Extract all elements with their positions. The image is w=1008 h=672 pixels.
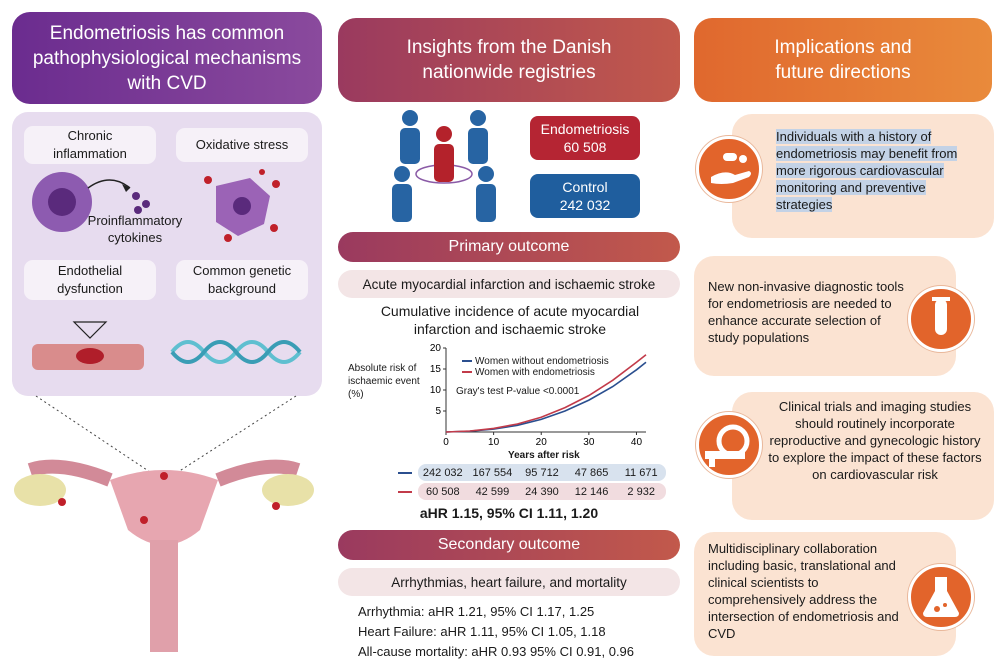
x-tick-label: 20 bbox=[536, 437, 548, 448]
chip-oxidative-stress: Oxidative stress bbox=[176, 128, 308, 162]
implication-clinical-trials: Clinical trials and imaging studies shou… bbox=[732, 392, 994, 520]
secondary-outcome-header: Secondary outcome bbox=[338, 530, 680, 560]
y-tick-label: 5 bbox=[435, 406, 441, 417]
secondary-line-mortality: All-cause mortality: aHR 0.93 95% CI 0.9… bbox=[358, 644, 635, 659]
dna-icon bbox=[170, 340, 302, 364]
primary-ahr: aHR 1.15, 95% CI 1.11, 1.20 bbox=[419, 505, 599, 521]
legend-item-without: Women without endometriosis bbox=[462, 356, 609, 367]
secondary-line-heart-failure: Heart Failure: aHR 1.11, 95% CI 1.05, 1.… bbox=[358, 624, 606, 639]
flask-icon bbox=[908, 564, 974, 630]
chip-genetic: Common genetic background bbox=[176, 260, 308, 300]
test-tube-icon bbox=[908, 286, 974, 352]
risk-row-without: 242 032 167 554 95 712 47 865 11 671 bbox=[418, 464, 666, 481]
artery-icon bbox=[32, 321, 144, 370]
y-tick-label: 15 bbox=[430, 364, 442, 375]
x-tick-label: 30 bbox=[583, 437, 595, 448]
legend-item-with: Women with endometriosis bbox=[462, 367, 609, 378]
uterus-icon bbox=[14, 395, 314, 652]
x-tick-label: 40 bbox=[631, 437, 643, 448]
chip-chronic-inflammation: Chronic inflammation bbox=[24, 126, 156, 164]
risk-row-with: 60 508 42 599 24 390 12 146 2 932 bbox=[418, 483, 666, 500]
proinflammatory-label: Proinflammatory cytokines bbox=[87, 213, 183, 245]
header-mechanisms: Endometriosis has common pathophysiologi… bbox=[12, 12, 322, 104]
primary-outcome-header: Primary outcome bbox=[338, 232, 680, 262]
series-line-1 bbox=[445, 354, 647, 433]
cumulative-incidence-chart: 0 10 20 30 40 5 10 15 20 bbox=[430, 343, 647, 448]
risk-row-marker-with bbox=[398, 491, 412, 493]
header-implications: Implications and future directions bbox=[694, 18, 992, 102]
pill-hand-icon bbox=[696, 136, 762, 202]
control-cohort: Control 242 032 bbox=[530, 174, 640, 218]
control-count: 242 032 bbox=[559, 197, 611, 213]
implication-diagnostics: New non-invasive diagnostic tools for en… bbox=[694, 256, 956, 376]
implication-monitoring: Individuals with a history of endometrio… bbox=[732, 114, 994, 238]
secondary-line-arrhythmia: Arrhythmia: aHR 1.21, 95% CI 1.17, 1.25 bbox=[358, 604, 595, 619]
chart-legend: Women without endometriosis Women with e… bbox=[462, 356, 609, 378]
endometriosis-count: 60 508 bbox=[563, 139, 607, 155]
endometriosis-label: Endometriosis bbox=[540, 121, 630, 137]
header-registries: Insights from the Danish nationwide regi… bbox=[338, 18, 680, 102]
ct-scanner-icon bbox=[696, 412, 762, 478]
y-tick-label: 20 bbox=[430, 343, 442, 354]
people-icon bbox=[392, 110, 496, 222]
x-tick-label: 0 bbox=[443, 437, 449, 448]
primary-outcome-subtitle: Acute myocardial infarction and ischaemi… bbox=[338, 270, 680, 298]
x-tick-label: 10 bbox=[488, 437, 500, 448]
control-label: Control bbox=[562, 179, 608, 195]
risk-row-marker-without bbox=[398, 472, 412, 474]
secondary-outcome-subtitle: Arrhythmias, heart failure, and mortalit… bbox=[338, 568, 680, 596]
y-tick-label: 10 bbox=[430, 385, 442, 396]
grays-test-annotation: Gray's test P-value <0.0001 bbox=[456, 386, 580, 397]
chip-endothelial: Endothelial dysfunction bbox=[24, 260, 156, 300]
cell-icon bbox=[32, 169, 280, 242]
y-axis-label: Absolute risk of ischaemic event (%) bbox=[348, 363, 420, 400]
x-axis-label: Years after risk bbox=[508, 450, 580, 461]
chart-title: Cumulative incidence of acute myocardial… bbox=[380, 303, 640, 337]
endometriosis-cohort: Endometriosis 60 508 bbox=[530, 116, 640, 160]
